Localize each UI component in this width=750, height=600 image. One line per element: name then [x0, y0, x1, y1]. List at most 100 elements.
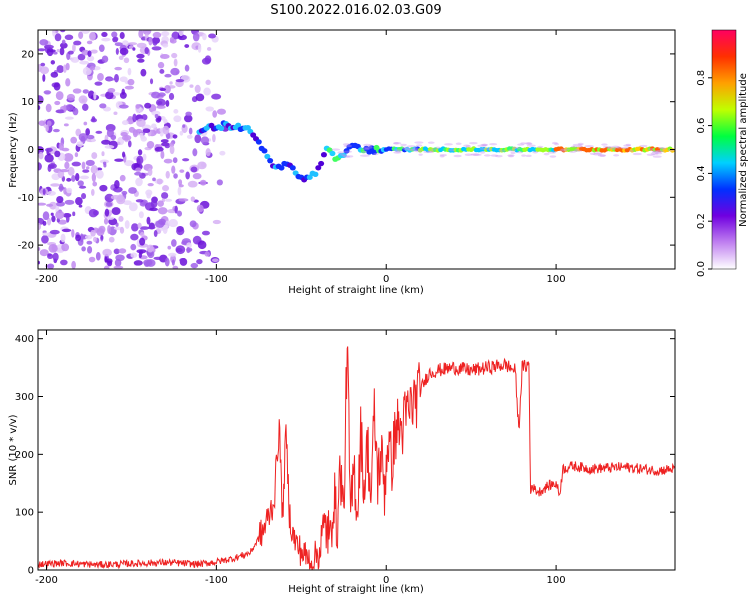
noise-blob: [114, 73, 119, 83]
halo-blob: [472, 153, 482, 157]
noise-blob: [64, 116, 74, 120]
noise-blob: [78, 95, 88, 104]
halo-blob: [623, 144, 631, 147]
halo-blob: [403, 147, 411, 151]
noise-blob: [172, 265, 179, 269]
noise-blob: [72, 107, 79, 116]
noise-blob: [70, 57, 80, 63]
noise-blob: [107, 224, 112, 234]
halo-blob: [413, 149, 423, 153]
halo-blob: [628, 149, 635, 153]
colorbar-tick-label: 0.0: [696, 261, 707, 277]
noise-blob: [156, 105, 166, 109]
noise-blob: [59, 169, 70, 173]
noise-blob: [50, 183, 60, 187]
noise-blob: [168, 92, 175, 101]
noise-blob: [108, 236, 115, 243]
halo-blob: [652, 150, 662, 153]
noise-blob: [153, 230, 158, 238]
noise-blob: [132, 47, 136, 51]
noise-blob: [39, 249, 49, 257]
halo-blob: [520, 142, 526, 145]
spectrogram-xtick-label: -200: [35, 274, 58, 285]
noise-blob: [50, 71, 59, 78]
noise-blob: [212, 134, 216, 143]
noise-blob: [162, 43, 169, 48]
noise-blob: [81, 161, 86, 170]
noise-blob: [102, 248, 112, 257]
halo-blob: [464, 153, 473, 156]
noise-blob: [58, 186, 65, 190]
noise-blob: [142, 153, 147, 161]
signal-point: [267, 157, 274, 164]
noise-blob: [189, 84, 194, 88]
halo-blob: [613, 154, 620, 157]
noise-blob: [147, 168, 153, 177]
halo-blob: [607, 146, 612, 150]
noise-blob: [42, 220, 47, 226]
noise-blob: [38, 64, 42, 72]
noise-blob: [66, 93, 76, 101]
noise-blob: [47, 263, 55, 269]
snr-xtick-label: 0: [383, 575, 389, 586]
noise-blob: [127, 116, 133, 121]
noise-blob: [103, 218, 109, 225]
signal-point: [318, 160, 325, 167]
noise-blob: [103, 265, 110, 269]
signal-point: [366, 149, 373, 155]
noise-blob: [56, 48, 61, 53]
noise-blob: [136, 53, 145, 59]
noise-blob: [71, 161, 81, 167]
noise-blob: [192, 32, 200, 42]
noise-blob: [154, 146, 164, 152]
noise-blob: [161, 192, 169, 199]
halo-blob: [359, 154, 370, 157]
noise-blob: [177, 186, 182, 196]
noise-blob: [64, 161, 70, 170]
noise-blob: [119, 174, 126, 182]
halo-blob: [435, 146, 441, 150]
noise-blob: [79, 175, 90, 180]
noise-blob: [197, 161, 207, 170]
noise-blob: [159, 131, 164, 137]
noise-blob: [106, 216, 115, 220]
noise-blob: [78, 185, 87, 189]
noise-blob: [194, 134, 202, 144]
noise-blob: [65, 62, 70, 71]
halo-blob: [526, 142, 533, 145]
noise-blob: [148, 37, 153, 46]
noise-blob: [38, 162, 42, 171]
noise-blob: [130, 252, 138, 258]
noise-blob: [40, 62, 46, 67]
halo-blob: [521, 154, 526, 157]
noise-blob: [145, 259, 156, 267]
noise-blob: [170, 67, 180, 76]
halo-blob: [343, 144, 353, 148]
signal-point: [315, 165, 322, 171]
noise-blob: [65, 78, 71, 87]
noise-blob: [212, 258, 219, 263]
halo-blob: [368, 144, 373, 147]
halo-blob: [646, 153, 655, 156]
noise-blob: [38, 120, 46, 126]
noise-blob: [171, 165, 176, 174]
noise-blob: [82, 66, 92, 76]
noise-blob: [173, 115, 182, 123]
noise-blob: [164, 257, 170, 267]
halo-blob: [525, 154, 532, 158]
noise-blob: [141, 114, 148, 121]
noise-blob: [147, 183, 154, 187]
snr-xtick-label: -200: [35, 575, 58, 586]
noise-blob: [61, 243, 70, 252]
noise-blob: [81, 30, 91, 35]
noise-blob: [134, 171, 142, 176]
noise-blob: [83, 121, 88, 126]
noise-blob: [91, 173, 97, 183]
colorbar-tick-label: 0.2: [696, 213, 707, 229]
noise-blob: [79, 60, 89, 65]
noise-blob: [173, 173, 178, 179]
noise-blob: [38, 260, 41, 265]
halo-blob: [572, 143, 583, 147]
halo-blob: [599, 154, 606, 157]
noise-blob: [91, 116, 96, 122]
